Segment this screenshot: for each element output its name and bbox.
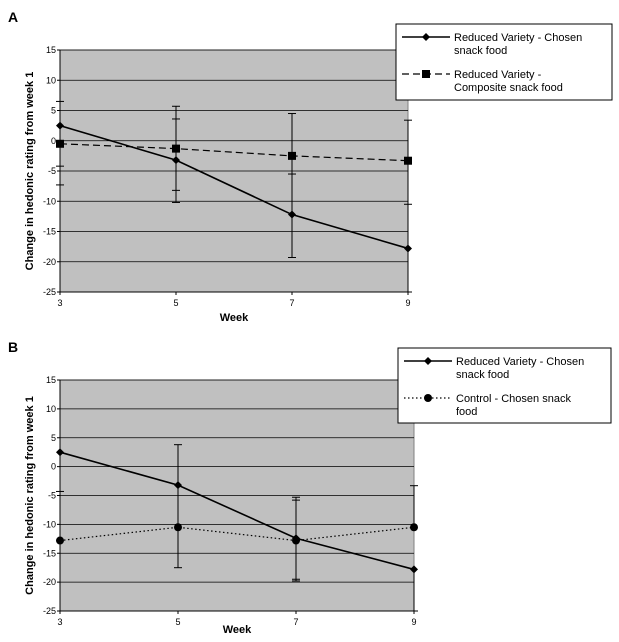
panel-label: B [8, 339, 18, 355]
data-point [172, 144, 180, 153]
y-tick-label: -20 [43, 257, 56, 267]
legend-label: Control - Chosen snack [456, 393, 571, 405]
legend-marker [424, 357, 432, 365]
series-line [59, 526, 415, 542]
y-tick-label: 0 [51, 136, 56, 146]
y-tick-label: 5 [51, 106, 56, 116]
y-tick-label: 15 [46, 45, 56, 55]
legend-label: snack food [454, 45, 507, 57]
series-line [59, 451, 415, 571]
x-tick-label: 5 [175, 617, 180, 627]
y-tick-label: -25 [43, 606, 56, 616]
data-point [174, 481, 182, 490]
data-point [404, 156, 412, 165]
legend-marker [422, 70, 430, 78]
data-point [292, 536, 300, 545]
panel-label: A [8, 9, 18, 25]
data-point [288, 210, 296, 219]
y-tick-label: 5 [51, 433, 56, 443]
data-point [56, 448, 64, 457]
y-tick-label: 10 [46, 75, 56, 85]
data-point [56, 121, 64, 130]
data-point [56, 536, 64, 545]
data-point [410, 565, 418, 574]
x-axis-title: Week [220, 312, 249, 324]
y-axis-title: Change in hedonic rating from week 1 [24, 72, 36, 271]
x-tick-label: 7 [293, 617, 298, 627]
y-tick-label: -10 [43, 519, 56, 529]
legend-marker [424, 394, 432, 402]
y-tick-label: -5 [48, 166, 56, 176]
data-point [56, 139, 64, 148]
x-axis-title: Week [223, 624, 252, 636]
legend-label: Reduced Variety - Chosen [454, 32, 582, 44]
y-tick-label: 0 [51, 462, 56, 472]
legend-label: Reduced Variety - [454, 69, 542, 81]
legend-label: Composite snack food [454, 82, 563, 94]
chart-panel-a: A 15 10 5 0 -5 -10 -15 -20 -253 5 7 9 Week Change in h… [8, 9, 613, 324]
y-tick-label: -25 [43, 287, 56, 297]
data-point [404, 244, 412, 253]
y-tick-label: 10 [46, 404, 56, 414]
x-tick-label: 7 [289, 298, 294, 308]
series-line [59, 143, 409, 162]
y-tick-label: -5 [48, 491, 56, 501]
y-tick-label: -15 [43, 548, 56, 558]
y-tick-label: -20 [43, 577, 56, 587]
y-tick-label: 15 [46, 375, 56, 385]
series-2 [56, 485, 418, 582]
x-tick-label: 9 [405, 298, 410, 308]
chart-panel-b: B 15 10 5 0 -5 -10 -15 -20 -253 5 7 9 Week Change in h… [8, 339, 612, 636]
y-tick-label: -10 [43, 196, 56, 206]
x-tick-label: 3 [57, 298, 62, 308]
data-point [288, 151, 296, 160]
x-tick-label: 9 [411, 617, 416, 627]
y-tick-label: -15 [43, 227, 56, 237]
legend-marker [422, 33, 430, 41]
series-2 [56, 118, 412, 205]
legend-label: food [456, 406, 477, 418]
data-point [410, 523, 418, 532]
series-line [59, 124, 409, 250]
legend-label: Reduced Variety - Chosen [456, 356, 584, 368]
data-point [174, 523, 182, 532]
legend-label: snack food [456, 369, 509, 381]
x-tick-label: 3 [57, 617, 62, 627]
x-tick-label: 5 [173, 298, 178, 308]
y-axis-title: Change in hedonic rating from week 1 [24, 396, 36, 595]
